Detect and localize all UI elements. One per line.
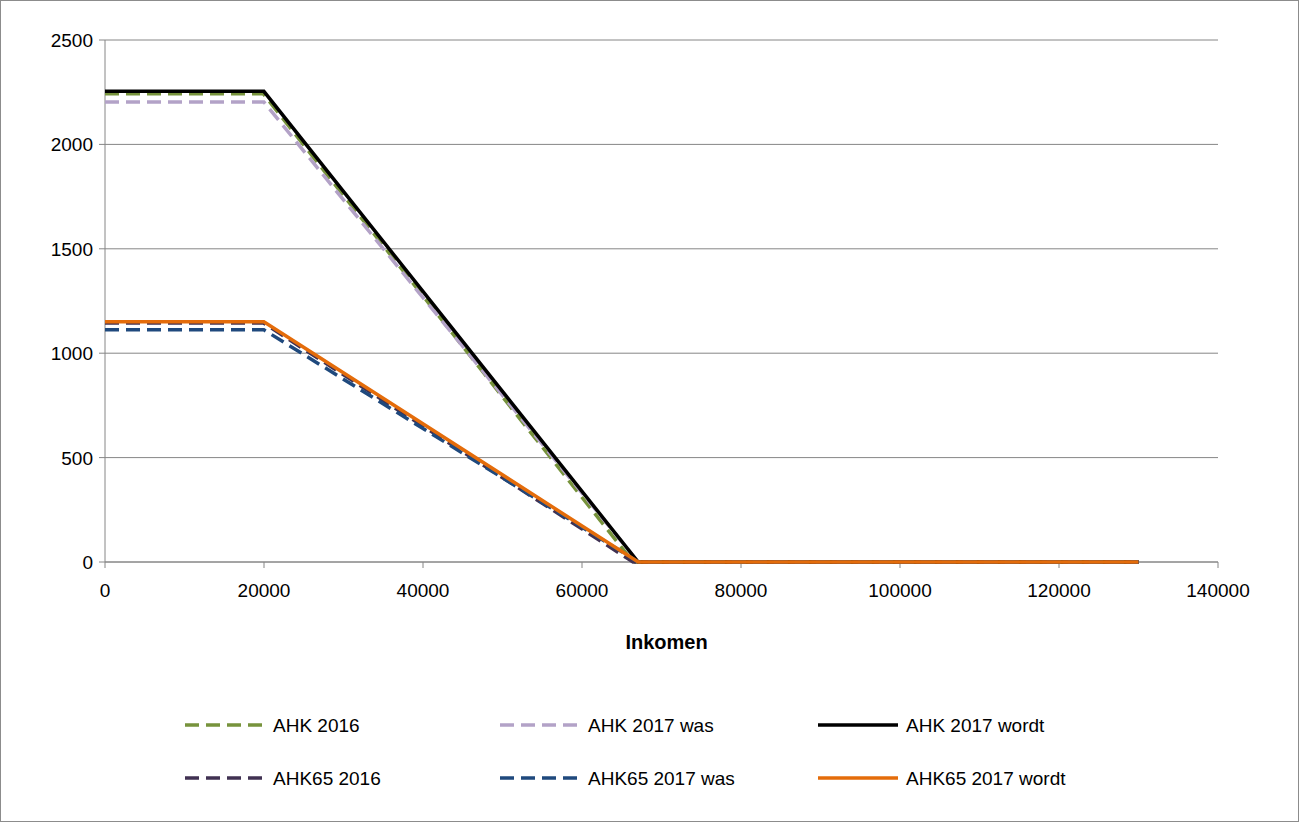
legend-label: AHK65 2017 was — [588, 768, 735, 789]
y-tick-label: 500 — [61, 448, 93, 469]
x-tick-label: 40000 — [397, 580, 450, 601]
legend-swatch — [500, 723, 580, 727]
legend-label: AHK 2017 wordt — [906, 715, 1045, 736]
legend-swatch — [818, 776, 898, 780]
y-tick-label: 1500 — [51, 239, 93, 260]
y-tick-label: 1000 — [51, 343, 93, 364]
legend-swatch — [185, 723, 265, 727]
legend-swatch — [500, 776, 580, 780]
legend-label: AHK65 2017 wordt — [906, 768, 1066, 789]
series-line — [105, 102, 1139, 562]
grid-line — [105, 457, 1218, 458]
legend-swatch — [818, 723, 898, 727]
y-tick — [99, 144, 105, 145]
grid-line — [105, 353, 1218, 354]
y-tick-label: 2000 — [51, 134, 93, 155]
x-tick-label: 80000 — [715, 580, 768, 601]
chart-border — [1, 1, 1299, 822]
y-tick — [99, 248, 105, 249]
x-tick-label: 20000 — [238, 580, 291, 601]
legend-label: AHK 2016 — [273, 715, 360, 736]
y-tick-label: 2500 — [51, 30, 93, 51]
legend-label: AHK65 2016 — [273, 768, 381, 789]
grid-line — [105, 248, 1218, 249]
y-tick — [99, 457, 105, 458]
x-tick — [1218, 562, 1219, 568]
series-line — [105, 94, 1139, 562]
x-tick — [582, 562, 583, 568]
legend-swatch — [185, 776, 265, 780]
x-tick — [264, 562, 265, 568]
grid-line — [105, 144, 1218, 145]
x-tick-label: 0 — [100, 580, 111, 601]
x-tick — [105, 562, 106, 568]
x-axis-title: Inkomen — [625, 631, 707, 653]
series-line — [105, 91, 1139, 562]
y-tick — [99, 562, 105, 563]
series-line — [105, 322, 1139, 562]
grid-line — [105, 40, 1218, 41]
y-tick — [99, 40, 105, 41]
x-tick — [423, 562, 424, 568]
y-tick — [99, 353, 105, 354]
chart: 0 500 1000 1500 2000 2500 0 20000 40000 60000 8000… — [0, 0, 1299, 822]
x-tick-label: 120000 — [1027, 580, 1090, 601]
series-group — [105, 91, 1139, 562]
x-tick-label: 60000 — [556, 580, 609, 601]
y-axis — [105, 40, 106, 562]
series-line — [105, 330, 1139, 562]
x-tick-label: 100000 — [868, 580, 931, 601]
legend-label: AHK 2017 was — [588, 715, 714, 736]
y-tick-label: 0 — [82, 552, 93, 573]
series-line — [105, 323, 1139, 562]
x-tick-label: 140000 — [1186, 580, 1249, 601]
